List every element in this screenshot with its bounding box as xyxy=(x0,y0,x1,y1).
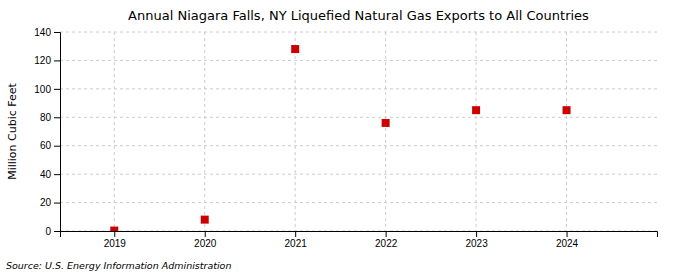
y-tick: 0 xyxy=(45,226,60,237)
y-tick-label: 140 xyxy=(34,27,51,38)
points xyxy=(110,45,570,231)
y-grid-line xyxy=(60,117,657,118)
y-grid-line xyxy=(60,88,657,89)
point xyxy=(201,216,209,224)
x-tick-mark xyxy=(386,231,387,237)
point xyxy=(563,106,571,114)
x-tick-label: 2023 xyxy=(465,238,488,249)
y-tick-label: 120 xyxy=(34,55,51,66)
x-tick: 2024 xyxy=(556,231,579,249)
y-grid-line xyxy=(60,145,657,146)
y-tick-label: 80 xyxy=(40,112,52,123)
source-note: Source: U.S. Energy Information Administ… xyxy=(6,260,231,271)
y-tick: 60 xyxy=(40,140,60,151)
x-tick-mark xyxy=(567,231,568,237)
y-tick-label: 20 xyxy=(40,197,52,208)
y-tick: 140 xyxy=(34,27,60,38)
y-tick-mark xyxy=(54,32,60,33)
x-grid-line xyxy=(476,32,477,231)
y-tick-mark xyxy=(54,174,60,175)
y-grid-line xyxy=(60,32,657,33)
y-tick-mark xyxy=(54,117,60,118)
x-tick-mark xyxy=(476,231,477,237)
y-tick-mark xyxy=(54,89,60,90)
x-grid-line xyxy=(295,32,296,231)
y-grid-line xyxy=(60,202,657,203)
y-tick: 20 xyxy=(40,197,60,208)
y-tick-label: 100 xyxy=(34,84,51,95)
x-tick: 2022 xyxy=(375,231,398,249)
x-tick: 2021 xyxy=(285,231,308,249)
y-tick-mark xyxy=(54,203,60,204)
y-tick: 80 xyxy=(40,112,60,123)
point xyxy=(382,119,390,127)
y-grid-line xyxy=(60,174,657,175)
x-axis-line xyxy=(61,232,658,238)
y-axis-title: Million Cubic Feet xyxy=(6,82,19,179)
x-grid-line xyxy=(114,32,115,231)
y-tick-label: 40 xyxy=(40,169,52,180)
x-tick-mark xyxy=(205,231,206,237)
y-axis: 0 20 40 60 80 100 120 140 xyxy=(34,27,60,237)
y-tick-mark xyxy=(54,146,60,147)
x-tick-mark xyxy=(114,231,115,237)
x-axis: 2019 2020 2021 2022 2023 2024 xyxy=(61,231,658,249)
y-tick-label: 0 xyxy=(45,226,51,237)
x-tick: 2023 xyxy=(465,231,488,249)
x-tick-label: 2020 xyxy=(194,238,217,249)
x-grid-line xyxy=(204,32,205,231)
x-tick-label: 2021 xyxy=(285,238,308,249)
chart: 2019 2020 2021 2022 2023 2024 0 20 40 60 80 100 120 1… xyxy=(0,0,675,275)
title: Annual Niagara Falls, NY Liquefied Natur… xyxy=(128,8,589,23)
y-grid-line xyxy=(60,60,657,61)
x-tick: 2019 xyxy=(104,231,127,249)
grid xyxy=(60,32,657,231)
plot: 2019 2020 2021 2022 2023 2024 0 20 40 60 80 100 120 1… xyxy=(34,27,657,249)
y-tick-mark xyxy=(54,231,60,232)
x-tick-label: 2022 xyxy=(375,238,398,249)
point xyxy=(110,227,118,231)
y-tick: 100 xyxy=(34,84,60,95)
point xyxy=(291,45,299,53)
x-tick-mark xyxy=(295,231,296,237)
x-tick-label: 2024 xyxy=(556,238,579,249)
y-tick-mark xyxy=(54,60,60,61)
y-axis-line xyxy=(54,33,61,232)
y-tick: 120 xyxy=(34,55,60,66)
point xyxy=(472,106,480,114)
x-grid-line xyxy=(385,32,386,231)
x-grid-line xyxy=(566,32,567,231)
y-tick: 40 xyxy=(40,169,60,180)
y-tick-label: 60 xyxy=(40,140,52,151)
x-tick: 2020 xyxy=(194,231,217,249)
x-tick-label: 2019 xyxy=(104,238,127,249)
